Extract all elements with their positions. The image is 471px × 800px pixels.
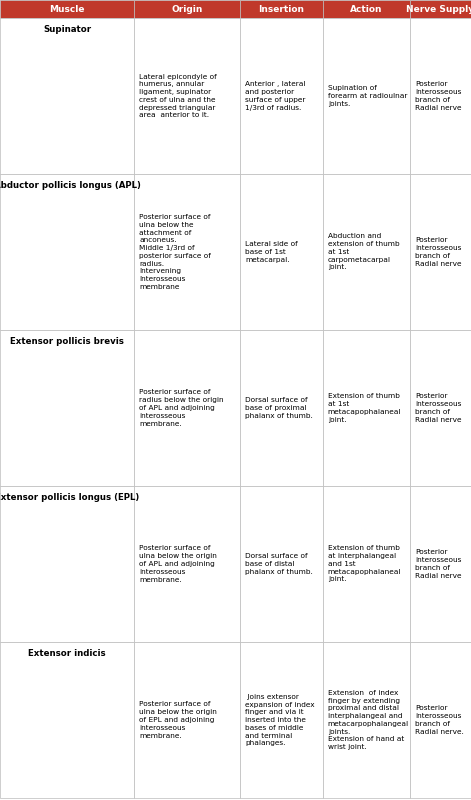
Bar [410, 18, 471, 174]
Text: Posterior
interosseous
branch of
Radial nerve: Posterior interosseous branch of Radial … [415, 550, 461, 578]
Text: Dorsal surface of
base of distal
phalanx of thumb.: Dorsal surface of base of distal phalanx… [245, 554, 313, 574]
Text: Posterior
interosseous
branch of
Radial nerve: Posterior interosseous branch of Radial … [415, 394, 461, 422]
Text: Abduction and
extension of thumb
at 1st
carpometacarpal
joint.: Abduction and extension of thumb at 1st … [328, 234, 399, 270]
Text: Supinator: Supinator [43, 25, 91, 34]
Bar [134, 174, 240, 330]
Text: Extensor pollicis longus (EPL): Extensor pollicis longus (EPL) [0, 493, 139, 502]
Bar [410, 330, 471, 486]
Bar [0, 486, 134, 642]
Text: Posterior surface of
ulna below the origin
of EPL and adjoining
interosseous
mem: Posterior surface of ulna below the orig… [139, 702, 217, 738]
Bar [134, 486, 240, 642]
Text: Extension of thumb
at interphalangeal
and 1st
metacapophalaneal
joint.: Extension of thumb at interphalangeal an… [328, 546, 401, 582]
Bar [323, 174, 410, 330]
Text: Extensor pollicis brevis: Extensor pollicis brevis [10, 337, 124, 346]
Text: Lateral epicondyle of
humerus, annular
ligament, supinator
crest of ulna and the: Lateral epicondyle of humerus, annular l… [139, 74, 217, 118]
Bar [323, 642, 410, 798]
Text: Supination of
forearm at radioulnar
joints.: Supination of forearm at radioulnar join… [328, 86, 407, 106]
Bar [134, 330, 240, 486]
Bar [240, 486, 323, 642]
Bar [0, 174, 134, 330]
Text: Posterior
interosseous
branch of
Radial nerve: Posterior interosseous branch of Radial … [415, 82, 461, 110]
Bar [410, 486, 471, 642]
Text: Insertion: Insertion [259, 5, 304, 14]
Bar [0, 0, 134, 18]
Text: Dorsal surface of
base of proximal
phalanx of thumb.: Dorsal surface of base of proximal phala… [245, 398, 313, 418]
Bar [323, 0, 410, 18]
Text: Extensor indicis: Extensor indicis [28, 649, 106, 658]
Bar [0, 330, 134, 486]
Text: Joins extensor
expansion of index
finger and via it
inserted into the
bases of m: Joins extensor expansion of index finger… [245, 694, 315, 746]
Text: Extension  of index
finger by extending
proximal and distal
interphalangeal and
: Extension of index finger by extending p… [328, 690, 409, 750]
Bar [134, 18, 240, 174]
Text: Action: Action [350, 5, 382, 14]
Bar [240, 18, 323, 174]
Text: Posterior surface of
radius below the origin
of APL and adjoining
interosseous
m: Posterior surface of radius below the or… [139, 390, 224, 426]
Text: Muscle: Muscle [49, 5, 85, 14]
Bar [240, 642, 323, 798]
Bar [240, 0, 323, 18]
Text: Origin: Origin [171, 5, 203, 14]
Bar [323, 330, 410, 486]
Bar [323, 18, 410, 174]
Bar [134, 642, 240, 798]
Text: Posterior
interosseous
branch of
Radial nerve.: Posterior interosseous branch of Radial … [415, 706, 463, 734]
Text: Extension of thumb
at 1st
metacapophalaneal
joint.: Extension of thumb at 1st metacapophalan… [328, 394, 401, 422]
Bar [0, 642, 134, 798]
Bar [0, 18, 134, 174]
Text: Abductor pollicis longus (APL): Abductor pollicis longus (APL) [0, 181, 140, 190]
Text: Posterior surface of
ulna below the
attachment of
anconeus.
Middle 1/3rd of
post: Posterior surface of ulna below the atta… [139, 214, 211, 290]
Text: Anterior , lateral
and posterior
surface of upper
1/3rd of radius.: Anterior , lateral and posterior surface… [245, 82, 306, 110]
Text: Lateral side of
base of 1st
metacarpal.: Lateral side of base of 1st metacarpal. [245, 242, 298, 262]
Bar [240, 330, 323, 486]
Text: Nerve Supply: Nerve Supply [406, 5, 471, 14]
Bar [410, 174, 471, 330]
Text: Posterior
interosseous
branch of
Radial nerve: Posterior interosseous branch of Radial … [415, 238, 461, 266]
Bar [134, 0, 240, 18]
Text: Posterior surface of
ulna below the origin
of APL and adjoining
interosseous
mem: Posterior surface of ulna below the orig… [139, 546, 217, 582]
Bar [323, 486, 410, 642]
Bar [410, 0, 471, 18]
Bar [240, 174, 323, 330]
Bar [410, 642, 471, 798]
